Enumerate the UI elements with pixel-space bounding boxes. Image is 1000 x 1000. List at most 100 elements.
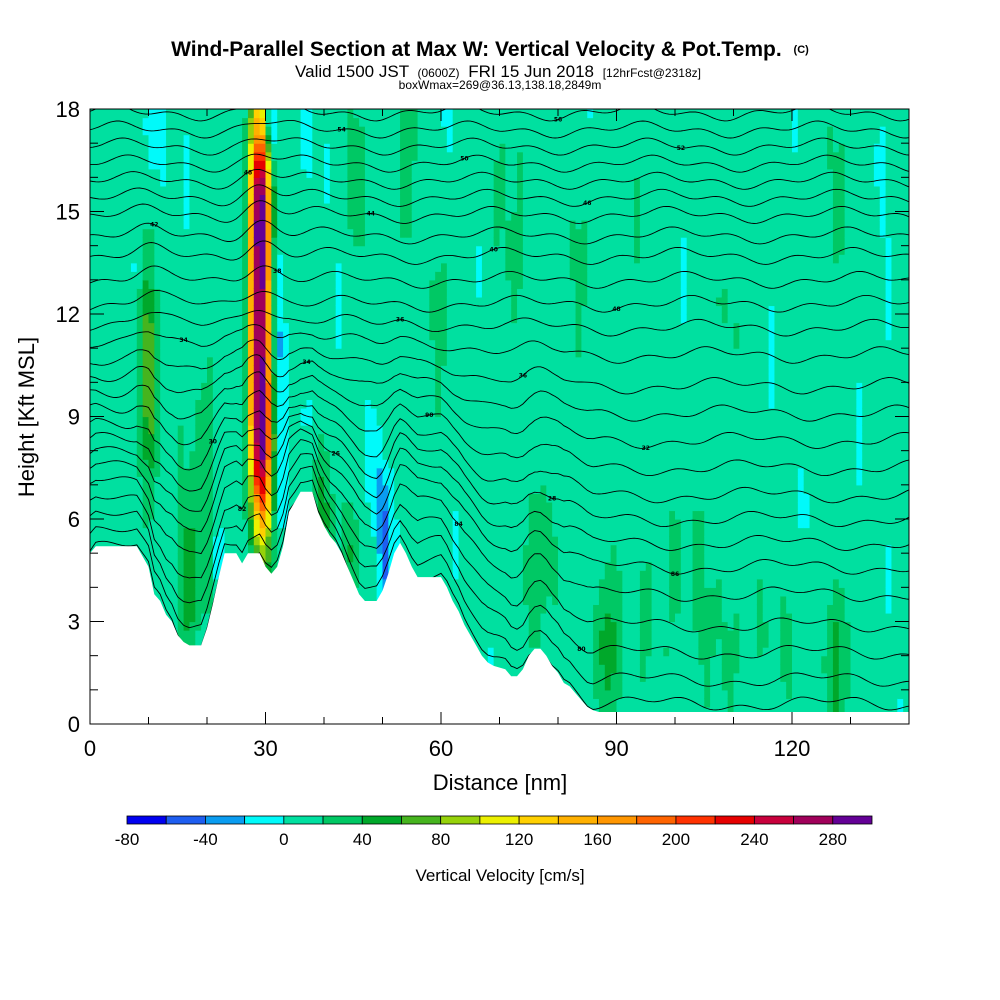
velocity-cell	[400, 459, 407, 469]
velocity-cell	[277, 228, 284, 238]
velocity-cell	[189, 390, 196, 401]
velocity-cell	[247, 245, 255, 255]
velocity-cell	[247, 510, 255, 520]
velocity-cell	[130, 151, 138, 161]
velocity-cell	[347, 331, 354, 341]
velocity-cell	[329, 109, 337, 119]
velocity-cell	[259, 390, 267, 401]
velocity-cell	[411, 553, 419, 563]
velocity-cell	[283, 501, 290, 512]
velocity-cell	[271, 237, 278, 247]
velocity-cell	[347, 134, 354, 144]
velocity-cell	[113, 476, 120, 486]
velocity-cell	[189, 630, 196, 640]
velocity-cell	[394, 220, 401, 230]
velocity-cell	[353, 262, 360, 272]
velocity-cell	[101, 501, 109, 512]
velocity-cell	[189, 220, 196, 230]
velocity-cell	[171, 322, 179, 332]
velocity-cell	[470, 262, 477, 272]
velocity-cell	[136, 322, 144, 332]
velocity-cell	[95, 365, 103, 375]
velocity-cell	[130, 134, 138, 144]
velocity-cell	[171, 476, 179, 486]
velocity-cell	[148, 561, 155, 571]
velocity-cell	[166, 467, 173, 477]
velocity-cell	[95, 467, 103, 477]
velocity-cell	[247, 254, 255, 264]
velocity-cell	[271, 177, 278, 187]
velocity-cell	[446, 288, 454, 298]
velocity-cell	[265, 356, 272, 366]
velocity-cell	[423, 348, 430, 358]
velocity-cell	[160, 194, 167, 204]
velocity-cell	[312, 271, 319, 281]
velocity-cell	[177, 279, 185, 289]
velocity-cell	[353, 331, 360, 341]
velocity-cell	[452, 450, 460, 460]
velocity-cell	[394, 390, 401, 401]
velocity-cell	[224, 331, 231, 341]
velocity-cell	[247, 476, 255, 486]
velocity-cell	[394, 442, 401, 452]
velocity-cell	[400, 339, 407, 349]
velocity-cell	[347, 425, 354, 435]
velocity-cell	[423, 151, 430, 161]
velocity-cell	[154, 467, 161, 477]
velocity-cell	[294, 407, 302, 418]
velocity-cell	[183, 245, 191, 255]
velocity-cell	[294, 425, 302, 435]
velocity-cell	[189, 638, 196, 648]
velocity-cell	[230, 459, 237, 469]
velocity-cell	[312, 450, 319, 460]
velocity-cell	[370, 510, 378, 520]
velocity-cell	[166, 109, 173, 119]
velocity-cell	[411, 373, 419, 383]
velocity-cell	[423, 390, 430, 401]
velocity-cell	[376, 288, 384, 298]
velocity-cell	[324, 399, 331, 409]
velocity-cell	[335, 373, 343, 383]
velocity-cell	[119, 279, 126, 289]
velocity-cell	[464, 151, 471, 161]
velocity-cell	[166, 126, 173, 136]
velocity-cell	[388, 382, 395, 392]
velocity-cell	[458, 339, 465, 349]
velocity-cell	[417, 399, 425, 409]
velocity-cell	[90, 442, 97, 452]
velocity-cell	[288, 296, 296, 307]
velocity-cell	[429, 202, 436, 213]
velocity-cell	[464, 501, 471, 512]
velocity-cell	[283, 476, 290, 486]
title-forecast: [12hrFcst@2318z]	[603, 66, 701, 80]
velocity-cell	[487, 151, 495, 161]
velocity-cell	[318, 160, 325, 170]
velocity-cell	[359, 536, 366, 546]
velocity-cell	[230, 134, 237, 144]
velocity-cell	[207, 160, 214, 170]
velocity-cell	[271, 331, 278, 341]
velocity-cell	[95, 151, 103, 161]
velocity-cell	[230, 160, 237, 170]
velocity-cell	[318, 220, 325, 230]
velocity-cell	[160, 527, 167, 537]
velocity-cell	[400, 425, 407, 435]
velocity-cell	[481, 527, 489, 537]
velocity-cell	[435, 493, 442, 503]
velocity-cell	[242, 262, 249, 272]
velocity-cell	[294, 459, 302, 469]
velocity-cell	[353, 296, 360, 307]
velocity-cell	[195, 322, 202, 332]
velocity-cell	[265, 425, 272, 435]
velocity-cell	[464, 211, 471, 221]
velocity-cell	[417, 433, 425, 443]
velocity-cell	[136, 271, 144, 281]
velocity-cell	[242, 194, 249, 204]
velocity-cell	[294, 117, 302, 127]
velocity-cell	[341, 510, 348, 520]
velocity-cell	[394, 339, 401, 349]
velocity-cell	[481, 382, 489, 392]
velocity-cell	[253, 177, 261, 187]
velocity-cell	[90, 271, 97, 281]
